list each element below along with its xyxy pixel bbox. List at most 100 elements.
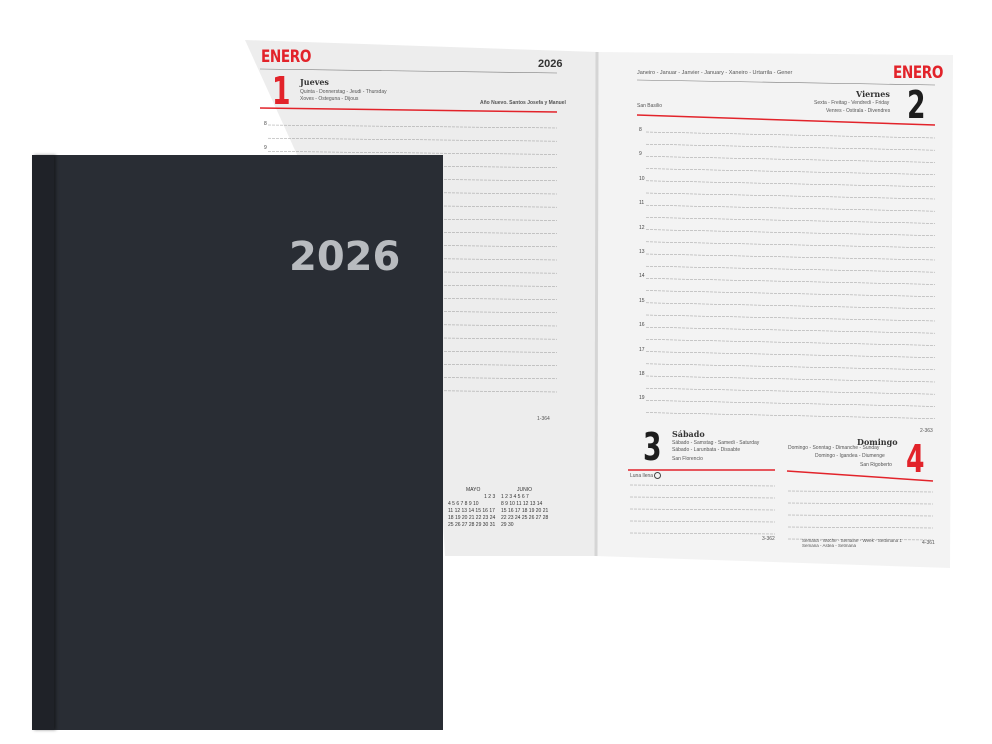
- writing-line: [645, 241, 936, 249]
- left-translation-1: Quinta - Donnerstag - Jeudi - Thursday: [300, 89, 387, 95]
- sunday-saint: San Rigoberto: [860, 462, 892, 468]
- mini-calendar-junio: JUNIO 1 2 3 4 5 6 7 8 9 10 11 12 13 14 1…: [501, 487, 548, 529]
- writing-line: [629, 508, 776, 511]
- writing-line: [645, 217, 936, 224]
- saturday-saint: San Florencio: [672, 456, 703, 462]
- cover-year: 2026: [289, 234, 401, 280]
- writing-line: [787, 490, 934, 493]
- hour-label: 8: [639, 127, 642, 133]
- writing-line: [645, 192, 936, 200]
- mini-calendar-month: JUNIO: [517, 487, 532, 493]
- hour-label: 16: [639, 322, 645, 329]
- mini-calendar-week: 25 26 27 28 29 30 31: [448, 522, 496, 528]
- writing-line: [787, 526, 934, 529]
- moon-phase: Luna llena: [630, 472, 662, 480]
- left-month-title: ENERO: [261, 47, 311, 67]
- writing-line: [645, 351, 936, 358]
- left-year: 2026: [538, 58, 563, 70]
- full-moon-icon: [654, 472, 662, 479]
- saturday-translation: Sábado - Larunbata - Dissabte: [672, 447, 741, 453]
- writing-line: [629, 532, 776, 535]
- sunday-translation: Domingo - Igandea - Diumenge: [815, 453, 885, 459]
- writing-line: [645, 363, 936, 371]
- writing-line: [645, 229, 936, 236]
- mini-calendar-month: MAYO: [466, 487, 481, 493]
- right-page-count: 2-363: [920, 428, 933, 434]
- left-page-count: 1-364: [537, 416, 550, 422]
- saturday-day-number: 3: [643, 425, 662, 469]
- hour-label: 10: [639, 175, 645, 182]
- hour-label: 14: [639, 273, 645, 280]
- mini-calendar-week: 22 23 24 25 26 27 28: [501, 515, 549, 521]
- writing-line: [267, 151, 558, 155]
- sunday-translation: Domingo - Sonntag - Dimanche - Sunday: [788, 445, 880, 451]
- right-page: [595, 52, 953, 568]
- writing-line: [645, 326, 936, 334]
- writing-line: [267, 124, 558, 129]
- hour-label: 8: [264, 121, 267, 127]
- left-day-number: 1: [272, 69, 291, 113]
- moon-label: Luna llena: [630, 472, 654, 479]
- saturday-day-name: Sábado: [672, 429, 705, 439]
- right-day-number: 2: [907, 83, 926, 127]
- right-day-name: Viernes: [856, 89, 890, 99]
- hour-label: 13: [639, 249, 645, 255]
- mini-calendar-week: 29 30: [501, 522, 514, 528]
- left-header-rule: [259, 107, 558, 113]
- right-month-title: ENERO: [893, 63, 943, 83]
- writing-line: [645, 400, 936, 407]
- sunday-day-number: 4: [906, 437, 925, 481]
- hour-label: 15: [639, 297, 645, 304]
- writing-line: [787, 538, 934, 541]
- writing-line: [267, 137, 558, 142]
- diary-spine: [32, 155, 54, 730]
- writing-line: [645, 375, 936, 383]
- mini-calendar-week: 1 2 3: [484, 494, 496, 500]
- month-translations: Janeiro - Januar - Janvier - January - X…: [637, 70, 793, 76]
- week-note: Semana - Woche - Semaine - Week - Settim…: [802, 538, 902, 548]
- writing-line: [645, 131, 936, 139]
- writing-line: [645, 253, 936, 261]
- writing-line: [645, 339, 936, 346]
- hour-label: 12: [639, 224, 645, 231]
- writing-line: [629, 520, 776, 523]
- saturday-translation: Sábado - Samstag - Samedi - Saturday: [672, 440, 760, 446]
- page-gutter: [594, 51, 599, 557]
- writing-line: [787, 502, 934, 505]
- writing-line: [645, 204, 936, 212]
- left-day-name: Jueves: [300, 77, 329, 87]
- mini-calendar-week: 4 5 6 7 8 9 10: [448, 501, 479, 507]
- mini-calendar-week: 1 2 3 4 5 6 7: [501, 494, 529, 500]
- writing-line: [629, 484, 776, 487]
- hour-label: 19: [639, 395, 645, 402]
- right-header-rule: [636, 114, 936, 126]
- writing-line: [645, 180, 936, 188]
- mini-calendar-mayo: MAYO 1 2 3 4 5 6 7 8 9 10 11 12 13 14 15…: [448, 487, 495, 529]
- writing-line: [645, 412, 936, 419]
- hour-label: 18: [639, 371, 645, 377]
- writing-line: [645, 302, 936, 310]
- writing-line: [645, 278, 936, 285]
- right-saint: San Basilio: [637, 103, 663, 109]
- saturday-page-count: 3-362: [762, 536, 775, 542]
- writing-line: [787, 514, 934, 517]
- mini-calendar-week: 8 9 10 11 12 13 14: [501, 501, 543, 507]
- left-translation-2: Xoves - Ostegunа - Dijous: [300, 96, 359, 102]
- writing-line: [645, 168, 936, 175]
- diary-cover: [32, 155, 443, 730]
- mini-calendar-week: 18 19 20 21 22 23 24: [448, 515, 496, 521]
- mini-calendar-week: 15 16 17 18 19 20 21: [501, 508, 549, 514]
- week-note-line: Semana - Astea - Setmana: [802, 543, 857, 548]
- writing-line: [645, 290, 936, 297]
- left-holiday: Año Nuevo. Santos Josefa y Manuel: [480, 100, 566, 106]
- right-translation-1: Sexta - Freitag - Vendredi - Friday: [814, 100, 890, 106]
- mini-calendar-week: 11 12 13 14 15 16 17: [448, 508, 495, 514]
- writing-line: [645, 156, 936, 163]
- hour-label: 11: [639, 200, 645, 207]
- right-translation-2: Venres - Ostirala - Divendres: [826, 108, 891, 114]
- writing-line: [629, 496, 776, 499]
- sunday-day-name: Domingo: [857, 437, 898, 447]
- writing-line: [645, 265, 936, 273]
- writing-line: [645, 314, 936, 322]
- hour-label: 9: [639, 151, 642, 158]
